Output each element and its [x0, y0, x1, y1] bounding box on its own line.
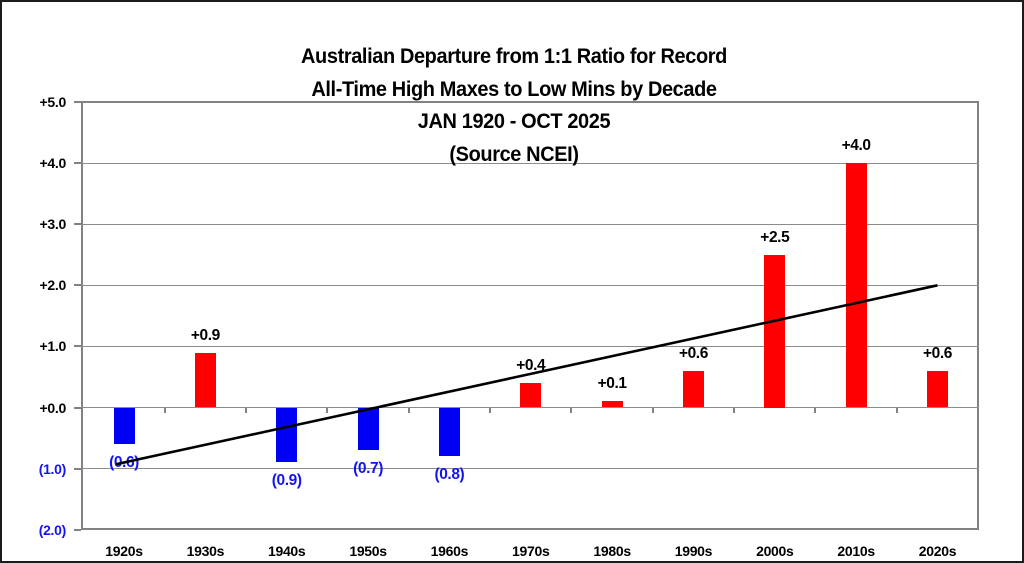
y-tick-mark — [74, 467, 81, 470]
bar-value-label: +0.4 — [516, 357, 546, 375]
bar-1970s — [520, 383, 542, 408]
gridline — [81, 345, 979, 347]
chart-title: Australian Departure from 1:1 Ratio for … — [28, 41, 1001, 171]
bar-1960s — [438, 407, 460, 457]
bar-value-label: +4.0 — [841, 137, 871, 155]
bar-value-label: (0.9) — [271, 472, 302, 490]
y-axis-tick-label: +4.0 — [39, 155, 67, 172]
bar-2020s — [927, 370, 948, 408]
y-tick-mark — [74, 162, 81, 165]
x-axis-tick-label: 1940s — [267, 543, 306, 559]
bar-value-label: (0.8) — [434, 466, 465, 484]
y-tick-mark — [74, 528, 81, 531]
y-tick-mark — [74, 223, 81, 226]
bar-2010s — [845, 163, 867, 408]
x-axis-tick-label: 1950s — [349, 543, 387, 559]
x-tick-mark — [651, 407, 654, 413]
bar-2000s — [764, 254, 786, 408]
y-axis-tick-label: +2.0 — [39, 277, 67, 294]
bar-1930s — [194, 352, 216, 408]
x-tick-mark — [570, 407, 573, 413]
bar-value-label: +0.6 — [923, 344, 952, 362]
x-axis-tick-label: 1930s — [186, 543, 225, 559]
chart-title-line-2: All-Time High Maxes to Low Mins by Decad… — [311, 77, 717, 101]
y-axis-tick-label: (2.0) — [38, 521, 67, 538]
x-axis-tick-label: 2000s — [756, 543, 794, 559]
x-axis-tick-label: 2010s — [837, 543, 875, 559]
x-axis-tick-label: 1970s — [512, 543, 550, 559]
y-tick-mark — [74, 284, 81, 287]
x-tick-mark — [245, 407, 248, 413]
x-axis-tick-label: 1920s — [105, 543, 143, 559]
y-axis-tick-label: +3.0 — [39, 216, 67, 233]
chart-title-line-3: JAN 1920 - OCT 2025 — [417, 110, 611, 133]
x-tick-mark — [895, 407, 898, 413]
chart-title-line-1: Australian Departure from 1:1 Ratio for … — [301, 45, 727, 68]
x-tick-mark — [733, 407, 736, 413]
bar-value-label: +2.5 — [760, 228, 790, 246]
y-axis-tick-label: +0.0 — [39, 399, 67, 416]
x-axis-tick-label: 2020s — [918, 543, 957, 559]
bar-value-label: +0.9 — [190, 326, 220, 344]
x-axis-tick-label: 1960s — [430, 543, 469, 559]
gridline — [81, 284, 979, 286]
y-axis-tick-label: +1.0 — [39, 338, 67, 355]
bar-value-label: (0.6) — [109, 454, 139, 472]
x-tick-mark — [163, 407, 166, 413]
y-axis-tick-label: (1.0) — [38, 460, 67, 477]
gridline — [81, 223, 979, 225]
x-axis-tick-label: 1980s — [593, 543, 631, 559]
bar-value-label: +0.6 — [678, 344, 708, 362]
x-axis-tick-label: 1990s — [674, 543, 713, 559]
y-axis-tick-label: +5.0 — [39, 94, 67, 110]
x-tick-mark — [489, 407, 492, 413]
gridline — [81, 468, 979, 470]
x-tick-mark — [326, 407, 329, 413]
y-tick-mark — [74, 101, 81, 103]
x-tick-mark — [407, 407, 410, 413]
y-tick-mark — [74, 406, 81, 409]
x-tick-mark — [814, 407, 817, 413]
gridline — [81, 162, 979, 164]
bar-1990s — [682, 370, 704, 408]
bar-value-label: +0.1 — [597, 375, 627, 393]
y-tick-mark — [74, 345, 81, 348]
chart-title-line-4: (Source NCEI) — [449, 142, 579, 166]
bar-1950s — [357, 407, 379, 451]
bar-1920s — [113, 407, 135, 445]
bar-1980s — [601, 401, 623, 408]
bar-value-label: (0.7) — [353, 460, 383, 478]
bar-1940s — [276, 407, 298, 463]
